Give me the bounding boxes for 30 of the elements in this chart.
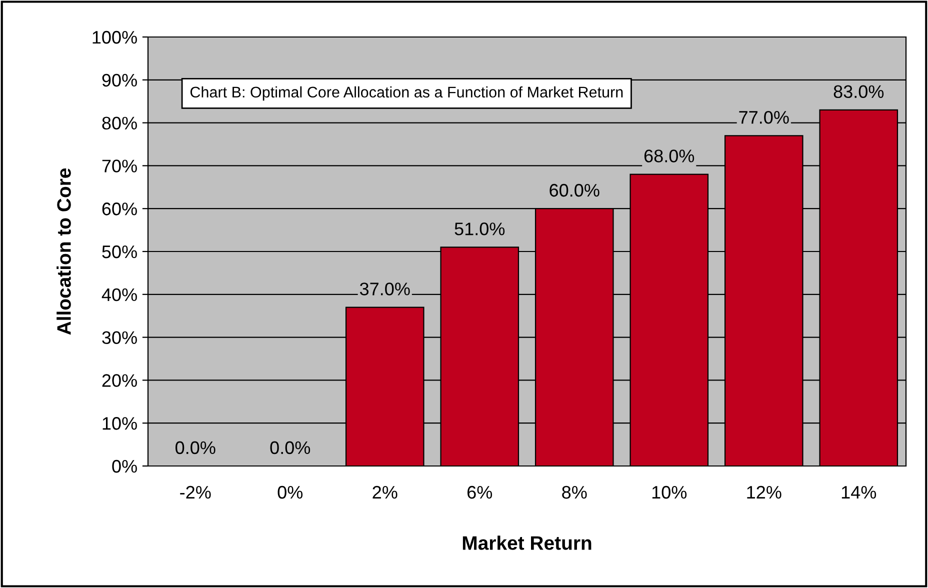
y-tick-label: 60%: [102, 202, 137, 216]
data-label: 0.0%: [270, 441, 310, 454]
x-tick-label: 8%: [562, 486, 587, 499]
y-tick-label: 20%: [102, 374, 137, 387]
data-label: 0.0%: [176, 441, 216, 454]
y-tick-label: 90%: [102, 74, 137, 87]
x-tick-label: 10%: [652, 486, 687, 499]
y-tick-label: 40%: [102, 288, 137, 302]
data-label: 60.0%: [550, 184, 600, 197]
y-tick-label: 10%: [102, 417, 137, 430]
x-tick-label: 2%: [372, 486, 398, 499]
data-label: 68.0%: [644, 150, 694, 162]
text: Chart B: Optimal Core Allocation as a Function of Market Return: [190, 86, 623, 101]
data-label: 77.0%: [739, 110, 789, 124]
y-tick-label: 0%: [112, 460, 137, 473]
y-tick-label: 30%: [102, 331, 137, 344]
y-tick-label: 80%: [102, 116, 137, 130]
x-tick-label: 12%: [747, 486, 782, 499]
y-tick-label: 100%: [92, 30, 137, 44]
y-axis-title: Allocation to Core: [56, 168, 71, 335]
data-label: 51.0%: [454, 222, 505, 236]
y-tick-label: 70%: [102, 160, 137, 172]
x-tick-label: 6%: [467, 486, 492, 499]
data-label: 83.0%: [834, 85, 884, 98]
y-tick-label: 50%: [102, 245, 137, 258]
x-tick-label: 14%: [842, 486, 876, 499]
x-tick-label: 0%: [278, 486, 303, 499]
x-tick-label: -2%: [180, 486, 211, 499]
x-axis-title: Market Return: [462, 536, 592, 550]
data-label: 37.0%: [360, 282, 410, 296]
